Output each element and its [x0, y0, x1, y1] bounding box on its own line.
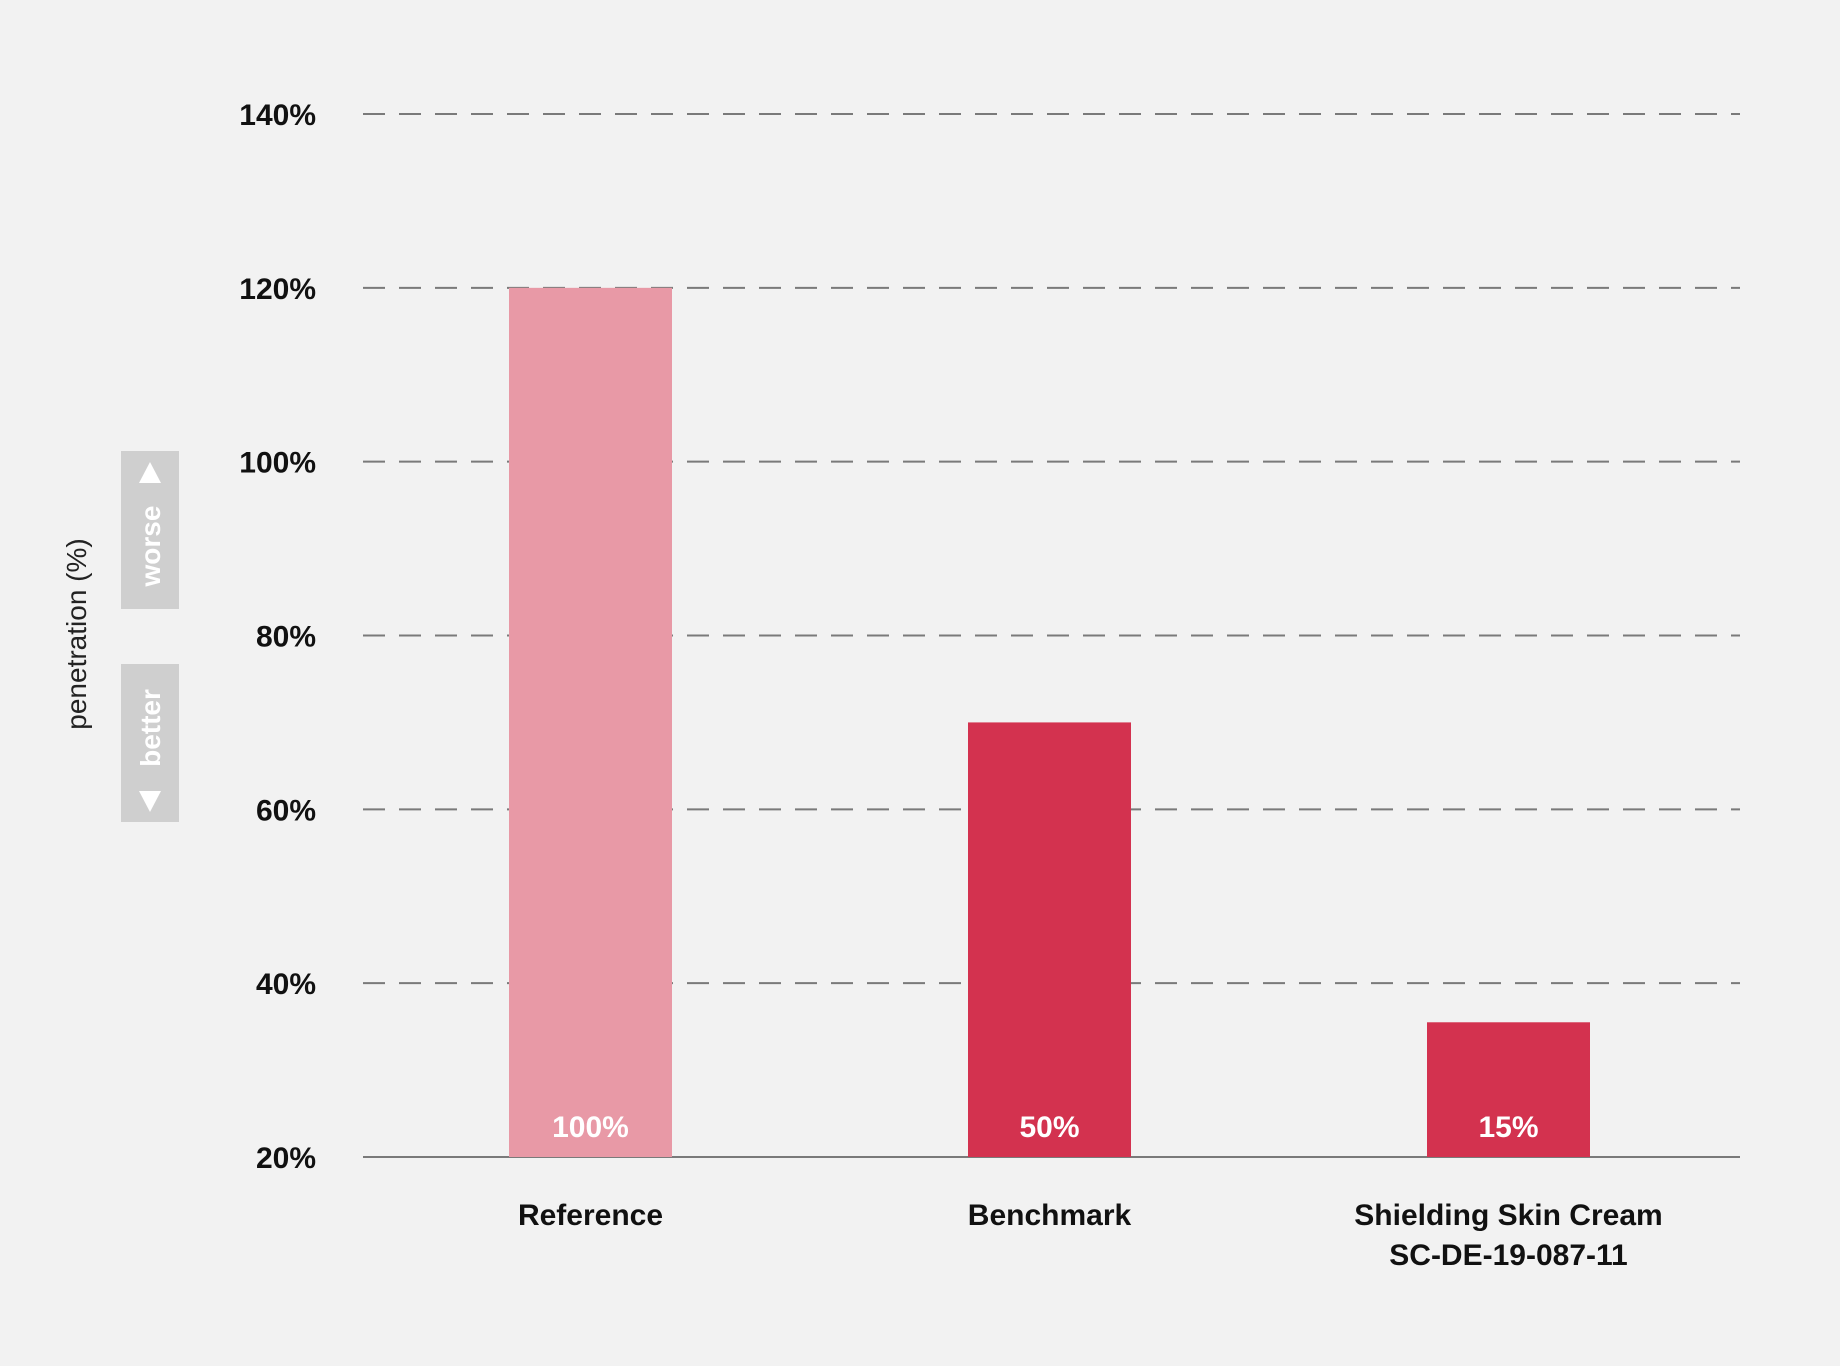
- arrow-up-icon: [139, 462, 161, 483]
- x-tick-label: Benchmark: [968, 1199, 1132, 1232]
- y-tick-label: 140%: [239, 99, 316, 132]
- y-tick-label: 20%: [256, 1142, 316, 1175]
- x-tick-label: Reference: [518, 1199, 663, 1232]
- y-axis-label: penetration (%): [61, 538, 92, 729]
- y-tick-label: 120%: [239, 273, 316, 306]
- worse-indicator: worse: [121, 451, 179, 609]
- bar: [509, 287, 672, 1157]
- data-label: 100%: [552, 1111, 629, 1144]
- bar: [968, 722, 1131, 1157]
- y-tick-label: 100%: [239, 447, 316, 480]
- bars-layer: [509, 287, 1590, 1157]
- arrow-down-icon: [139, 791, 161, 812]
- better-text: better: [135, 689, 166, 767]
- bar: [1427, 1022, 1590, 1157]
- labels-layer: 20% 40% 60% 80% 100% 120% 140% 100% Reference 50%…: [239, 99, 1662, 1272]
- data-label: 50%: [1019, 1111, 1079, 1144]
- worse-text: worse: [135, 506, 166, 588]
- x-tick-label: Shielding Skin Cream SC-DE-19-087-11: [1354, 1199, 1662, 1272]
- y-tick-label: 40%: [256, 968, 316, 1001]
- better-indicator: better: [121, 664, 179, 822]
- data-label: 15%: [1478, 1111, 1538, 1144]
- y-tick-label: 60%: [256, 794, 316, 827]
- y-tick-label: 80%: [256, 621, 316, 654]
